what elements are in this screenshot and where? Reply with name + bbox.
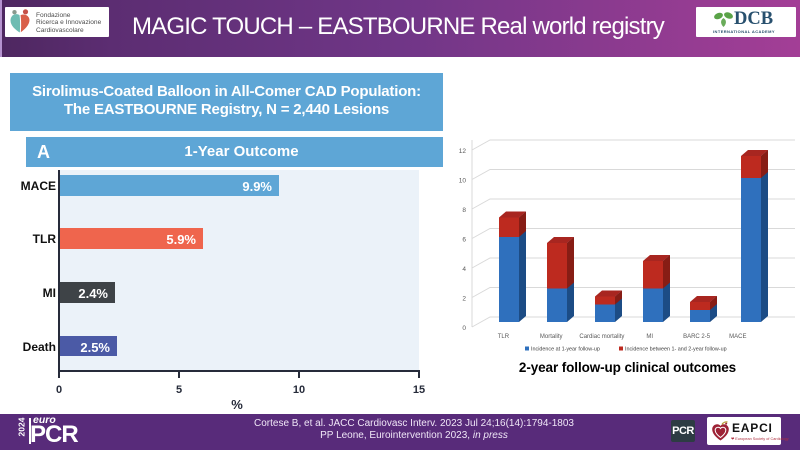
svg-text:8: 8 (462, 207, 466, 214)
svg-text:Mortality: Mortality (540, 334, 563, 340)
svg-text:MI: MI (646, 334, 653, 340)
svg-text:BARC 2-5: BARC 2-5 (683, 334, 711, 340)
svg-text:Incidence at 1-year follow-up: Incidence at 1-year follow-up (531, 347, 600, 353)
svg-text:Cardiac mortality: Cardiac mortality (579, 334, 624, 340)
svg-text:MACE: MACE (729, 334, 746, 340)
svg-text:TLR: TLR (498, 334, 510, 340)
svg-text:6: 6 (462, 237, 466, 244)
svg-text:0: 0 (462, 325, 466, 332)
svg-text:12: 12 (459, 148, 467, 155)
svg-text:4: 4 (462, 266, 466, 273)
svg-text:Incidence between 1- and 2-yea: Incidence between 1- and 2-year follow-u… (625, 347, 727, 353)
svg-text:10: 10 (459, 178, 467, 185)
svg-text:2: 2 (462, 296, 466, 303)
